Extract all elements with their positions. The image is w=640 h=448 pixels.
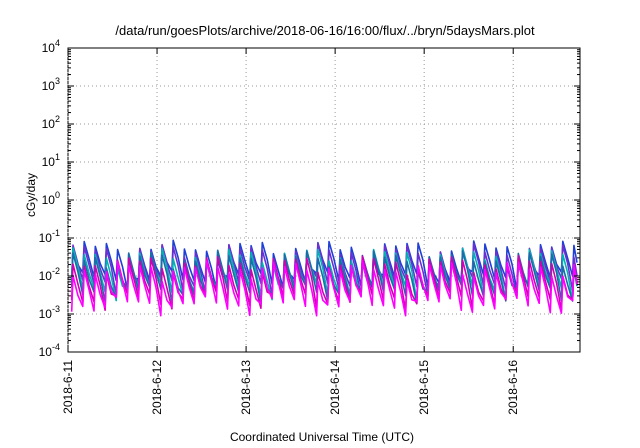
y-axis-label: cGy/day [24, 173, 38, 217]
x-axis-label: Coordinated Universal Time (UTC) [230, 430, 414, 444]
y-tick-label: 103 [42, 76, 60, 93]
x-tick-label: 2018-6-12 [150, 360, 164, 415]
y-tick-exponent: -3 [52, 304, 60, 314]
series-group [70, 239, 578, 317]
y-tick-base: 10 [42, 193, 56, 207]
x-axis: 2018-6-11 2018-6-12 2018-6-13 2018-6-14 2018… [61, 48, 520, 415]
y-tick-exponent: 3 [55, 76, 60, 86]
y-tick-base: 10 [39, 307, 53, 321]
series-line-6 [70, 259, 578, 317]
x-tick-label: 2018-6-16 [506, 360, 520, 415]
x-tick-label: 2018-6-14 [328, 360, 342, 415]
y-tick-label: 101 [42, 152, 60, 169]
y-tick-exponent: -4 [52, 342, 60, 352]
y-tick-label: 102 [42, 114, 60, 131]
chart-title: /data/run/goesPlots/archive/2018-06-16/1… [115, 23, 535, 38]
y-tick-exponent: 0 [55, 190, 60, 200]
y-tick-exponent: -1 [52, 228, 60, 238]
y-tick-base: 10 [39, 231, 53, 245]
y-tick-label: 10-2 [39, 266, 60, 283]
x-tick-label: 2018-6-11 [61, 360, 75, 414]
y-tick-exponent: 2 [55, 114, 60, 124]
grid [67, 48, 580, 352]
y-tick-base: 10 [39, 345, 53, 359]
y-tick-label: 10-3 [39, 304, 60, 321]
y-tick-exponent: 1 [55, 152, 60, 162]
y-tick-exponent: -2 [52, 266, 60, 276]
y-tick-label: 104 [42, 38, 60, 55]
y-tick-base: 10 [42, 117, 56, 131]
x-tick-label: 2018-6-13 [239, 360, 253, 415]
y-tick-base: 10 [39, 269, 53, 283]
y-tick-label: 100 [42, 190, 60, 207]
y-tick-exponent: 4 [55, 38, 60, 48]
y-tick-base: 10 [42, 155, 56, 169]
y-tick-label: 10-1 [39, 228, 60, 245]
y-tick-base: 10 [42, 41, 56, 55]
y-tick-label: 10-4 [39, 342, 60, 359]
y-tick-base: 10 [42, 79, 56, 93]
x-tick-label: 2018-6-15 [417, 360, 431, 415]
